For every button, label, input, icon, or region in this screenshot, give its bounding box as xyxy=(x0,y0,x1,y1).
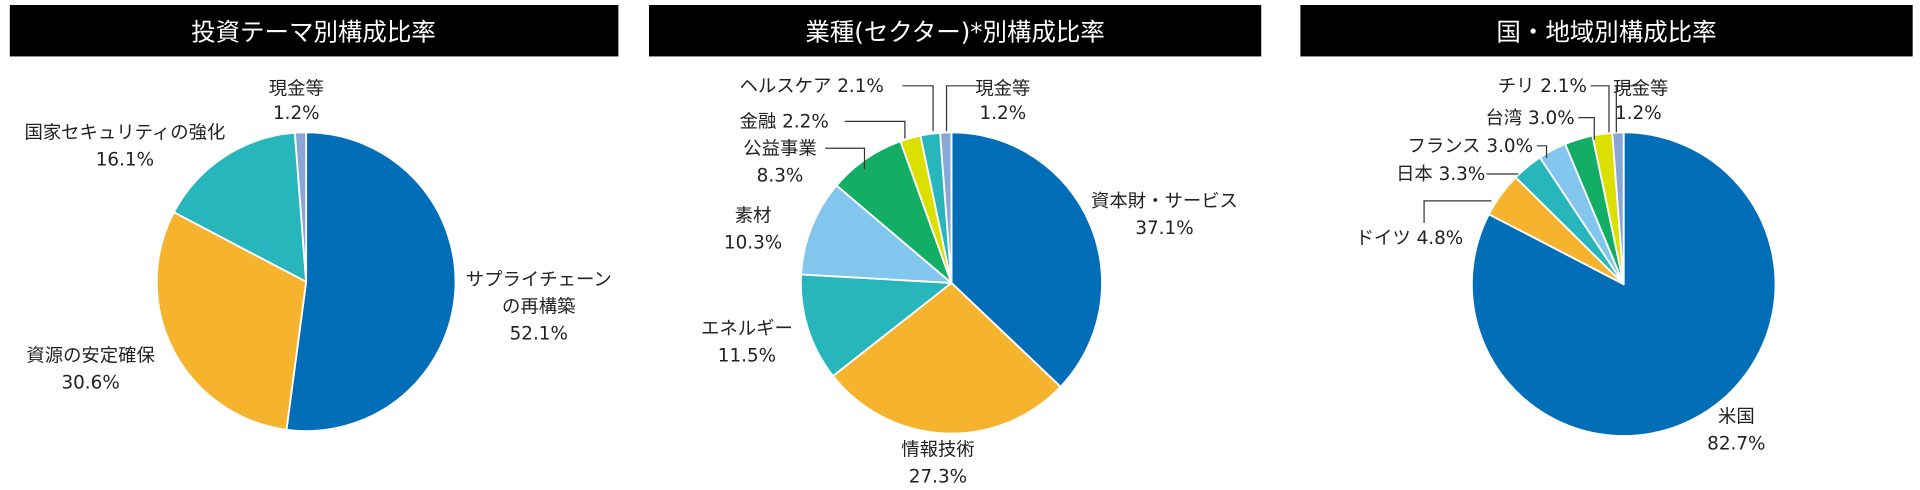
data-label: 素材 xyxy=(735,206,772,227)
data-label: 現金等 xyxy=(975,78,1030,99)
pie xyxy=(1470,131,1777,437)
leader-line xyxy=(1590,85,1610,133)
sector-chart: 業種(セクター)*別構成比率 資本財・サービス 37.1% 情報技術 27.3%… xyxy=(648,5,1262,488)
data-label: 金融 2.2% xyxy=(740,111,829,132)
leader-line xyxy=(945,85,976,132)
value-label: 16.1% xyxy=(96,149,154,170)
leader-line xyxy=(1615,85,1638,133)
pie-slice xyxy=(950,131,1103,388)
data-label: の再構築 xyxy=(502,296,575,317)
chart-title: 投資テーマ別構成比率 xyxy=(191,18,436,47)
data-label: 現金等 xyxy=(1613,78,1668,99)
data-label: サプライチェーン xyxy=(466,269,612,290)
data-label: 資源の安定確保 xyxy=(26,345,155,366)
leader-line xyxy=(1578,117,1595,140)
value-label: 30.6% xyxy=(61,372,119,393)
pie-slice xyxy=(1470,131,1777,437)
data-label: 国家セキュリティの強化 xyxy=(24,122,225,143)
chart-header xyxy=(9,5,619,57)
value-label: 82.7% xyxy=(1707,433,1765,454)
pie-slice xyxy=(293,131,308,283)
value-label: 11.5% xyxy=(718,345,776,366)
pie-slice xyxy=(799,273,953,377)
chart-title: 国・地域別構成比率 xyxy=(1496,18,1716,47)
value-label: 8.3% xyxy=(757,165,804,186)
value-label: 10.3% xyxy=(724,233,782,254)
data-label: 現金等 xyxy=(269,78,324,99)
value-label: 1.2% xyxy=(273,103,320,124)
country-chart: 国・地域別構成比率 米国 82.7% ドイツ 4.8% 日本 3.3% フランス… xyxy=(1300,5,1913,454)
pie xyxy=(155,131,457,433)
pie-slice xyxy=(1611,131,1625,286)
value-label: 37.1% xyxy=(1135,218,1193,239)
theme-chart: 投資テーマ別構成比率 サプライチェーン の再構築 52.1% 資源の安定確保 3… xyxy=(9,5,619,433)
data-label: 公益事業 xyxy=(743,138,816,159)
leader-line xyxy=(844,120,906,139)
data-label: エネルギー xyxy=(701,318,793,339)
pie-slice xyxy=(832,282,1062,435)
data-label: 台湾 3.0% xyxy=(1485,108,1574,129)
data-label: チリ 2.1% xyxy=(1498,76,1587,97)
value-label: 52.1% xyxy=(510,323,568,344)
pie xyxy=(799,131,1103,435)
chart-header xyxy=(1300,5,1913,57)
data-label: ヘルスケア 2.1% xyxy=(740,76,884,97)
leader-line xyxy=(1423,200,1492,223)
pie-slice xyxy=(172,131,308,283)
chart-header xyxy=(648,5,1262,57)
pie-slice xyxy=(155,211,308,431)
value-label: 1.2% xyxy=(980,103,1027,124)
pie-slice xyxy=(939,131,953,284)
leader-line xyxy=(825,147,866,170)
leader-line xyxy=(902,85,934,132)
data-label: 情報技術 xyxy=(901,440,974,461)
pie-slice xyxy=(800,184,953,284)
value-label: 1.2% xyxy=(1615,103,1662,124)
data-label: 日本 3.3% xyxy=(1396,164,1485,185)
value-label: 27.3% xyxy=(909,467,967,488)
leader-line xyxy=(1536,145,1548,159)
chart-title: 業種(セクター)*別構成比率 xyxy=(805,18,1105,47)
data-label: ドイツ 4.8% xyxy=(1356,228,1464,249)
data-label: 資本財・サービス xyxy=(1091,191,1238,212)
data-label: フランス 3.0% xyxy=(1407,136,1533,157)
pie-slice xyxy=(285,131,457,433)
data-label: 米国 xyxy=(1718,407,1755,428)
